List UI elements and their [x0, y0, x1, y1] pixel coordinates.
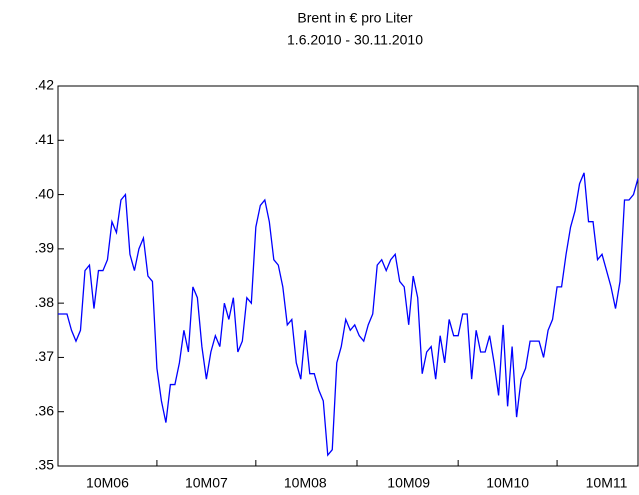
y-tick-label: .40 [35, 185, 55, 201]
y-tick-label: .39 [35, 240, 55, 256]
y-tick-label: .37 [35, 348, 55, 364]
chart-title: Brent in € pro Liter [297, 10, 413, 26]
y-tick-label: .41 [35, 131, 55, 147]
plot-frame [57, 85, 639, 467]
y-tick-label: .36 [35, 402, 55, 418]
x-tick-label: 10M11 [586, 475, 628, 491]
data-line [58, 172, 639, 457]
y-tick-label: .38 [35, 294, 55, 310]
x-tick-label: 10M06 [86, 475, 129, 491]
x-tick-label: 10M10 [486, 475, 529, 491]
x-tick-label: 10M09 [387, 475, 430, 491]
chart-subtitle: 1.6.2010 - 30.11.2010 [287, 32, 423, 48]
x-tick-label: 10M08 [284, 475, 327, 491]
y-tick-label: .35 [35, 457, 55, 473]
y-tick-label: .42 [35, 77, 55, 93]
x-tick-label: 10M07 [185, 475, 228, 491]
